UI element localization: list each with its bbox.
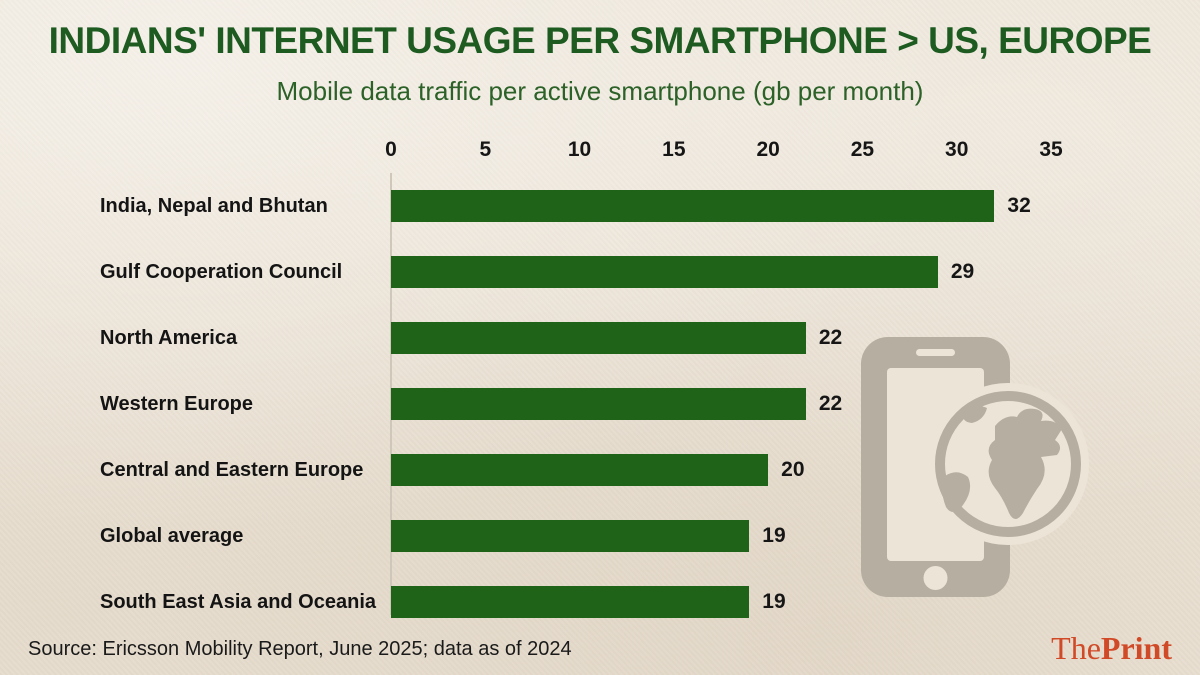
source-note: Source: Ericsson Mobility Report, June 2… (28, 638, 572, 660)
bar-row: Gulf Cooperation Council 29 (0, 256, 1200, 288)
bar (391, 388, 806, 420)
x-axis-tick-label: 5 (479, 138, 492, 161)
bar-row: South East Asia and Oceania 19 (0, 586, 1200, 618)
x-axis-tick-label: 30 (945, 138, 969, 161)
bar-row: Western Europe 22 (0, 388, 1200, 420)
category-label: Gulf Cooperation Council (100, 261, 343, 283)
bar-row: North America 22 (0, 322, 1200, 354)
bar-row: India, Nepal and Bhutan 32 (0, 190, 1200, 222)
bar (391, 322, 806, 354)
bar-value-label: 22 (818, 392, 843, 415)
category-label: North America (100, 327, 238, 349)
category-label: Central and Eastern Europe (100, 459, 364, 481)
bar-value-label: 19 (762, 524, 786, 547)
bar (391, 190, 995, 222)
x-axis-tick-label: 25 (850, 138, 875, 161)
bar (391, 520, 750, 552)
bar-row: Central and Eastern Europe 20 (0, 454, 1200, 486)
logo-print: Print (1100, 630, 1172, 666)
globe-icon (935, 391, 1081, 537)
category-label: Western Europe (100, 393, 253, 415)
category-label: South East Asia and Oceania (100, 591, 377, 613)
bar-chart: India, Nepal and Bhutan 32 Gulf Cooperatio… (0, 190, 1200, 650)
bar-value-label: 29 (950, 260, 975, 283)
bar (391, 256, 938, 288)
bar-value-label: 19 (762, 590, 786, 613)
chart-subtitle: Mobile data traffic per active smartphon… (276, 76, 924, 106)
bar (391, 454, 769, 486)
x-axis-tick-label: 35 (1039, 138, 1063, 161)
page-title: INDIANS' INTERNET USAGE PER SMARTPHONE >… (48, 20, 1152, 61)
bar-value-label: 20 (781, 458, 805, 481)
bar-row: Global average 19 (0, 520, 1200, 552)
logo-the: The (1051, 630, 1101, 666)
x-axis-tick-label: 10 (567, 138, 592, 161)
smartphone-globe-icon (861, 337, 1089, 597)
bar-value-label: 32 (1007, 194, 1031, 217)
bar (391, 586, 750, 618)
x-axis-tick-label: 0 (385, 138, 397, 161)
bar-value-label: 22 (818, 326, 843, 349)
category-label: India, Nepal and Bhutan (100, 195, 328, 217)
theprint-logo: ThePrint (1051, 630, 1172, 667)
category-label: Global average (100, 525, 244, 547)
x-axis-tick-label: 15 (662, 138, 686, 161)
x-axis-tick-label: 20 (756, 138, 780, 161)
x-axis-ticks: 0 5 10 15 20 25 30 35 (385, 138, 1063, 164)
